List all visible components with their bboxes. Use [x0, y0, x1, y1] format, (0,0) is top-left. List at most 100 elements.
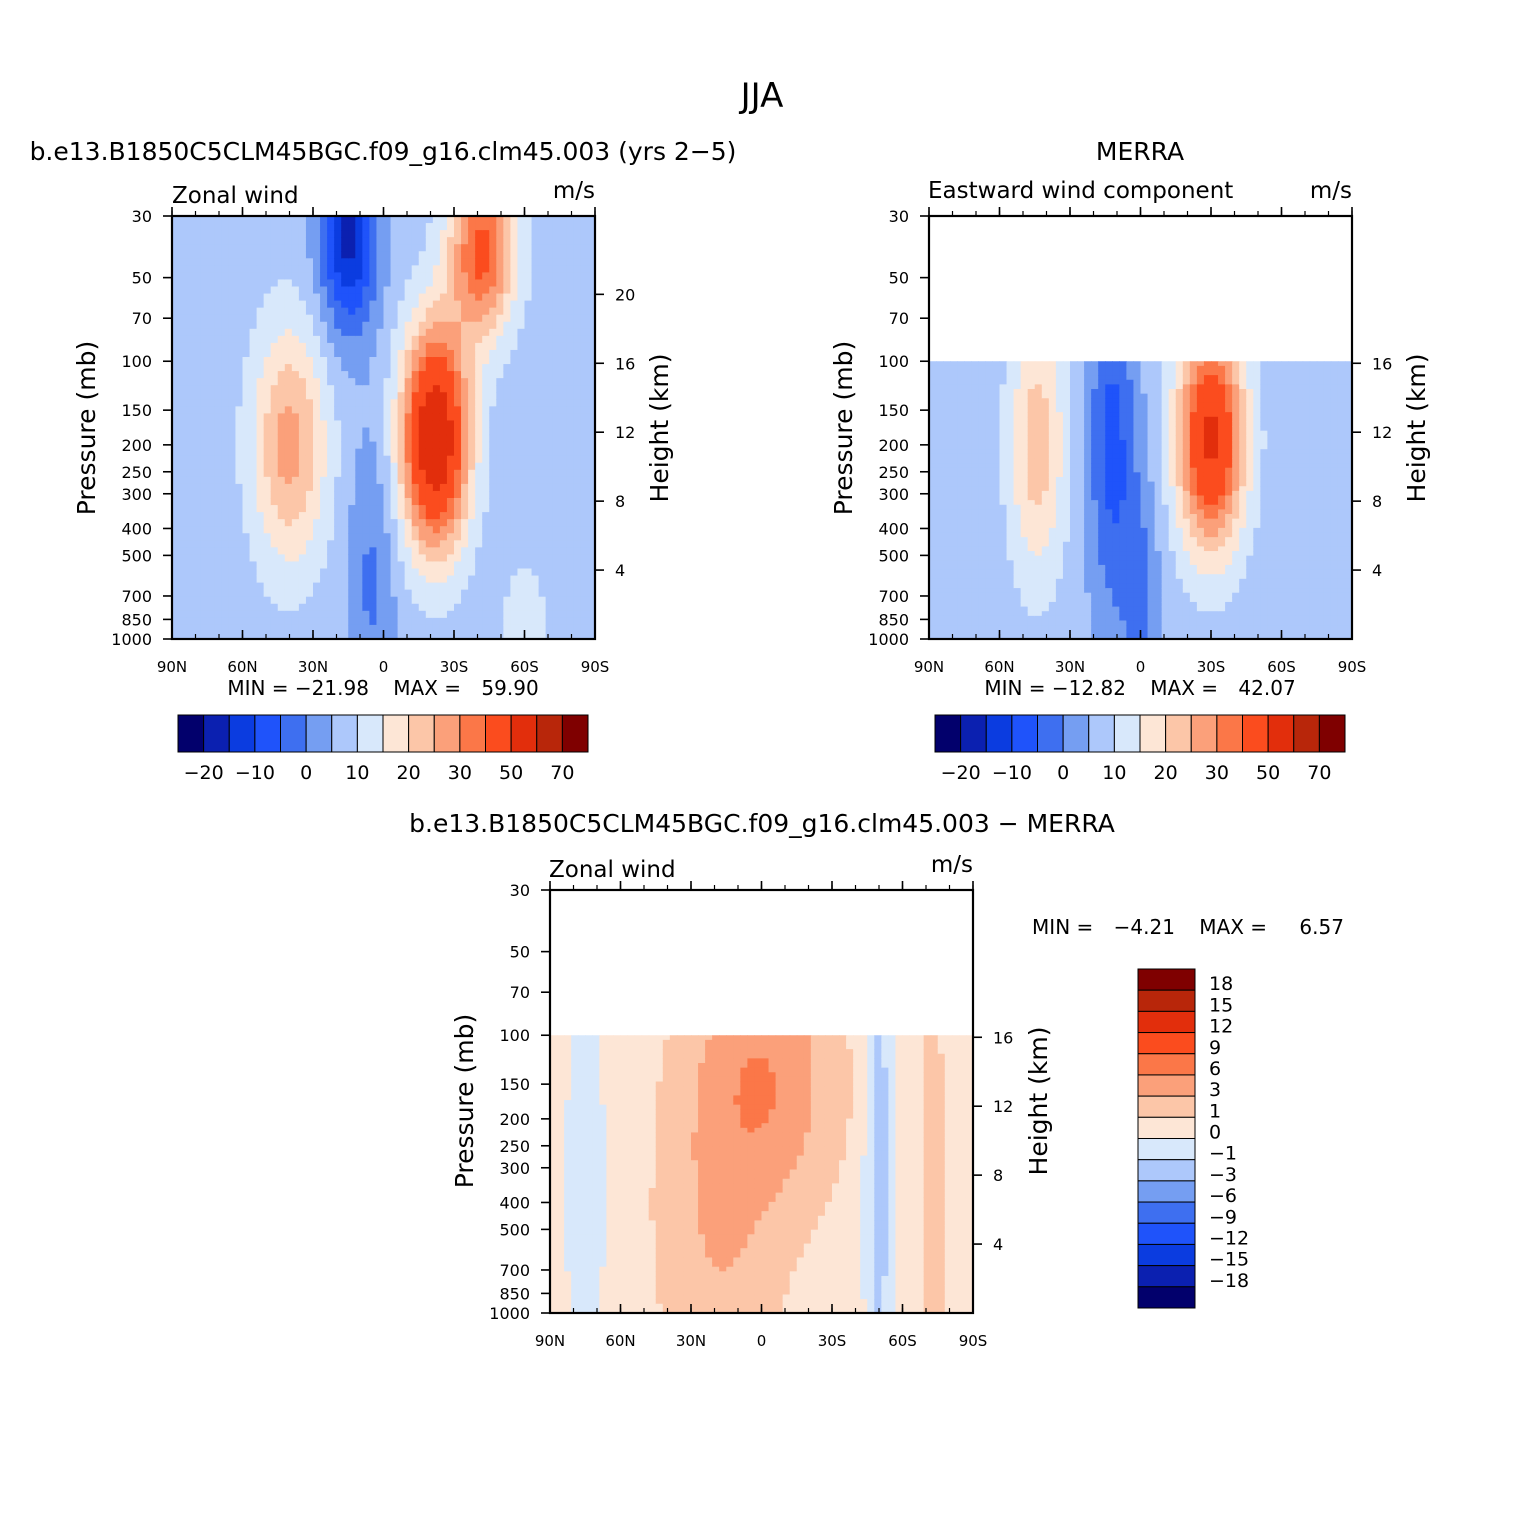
- field-cell: [559, 251, 568, 259]
- field-cell: [376, 540, 385, 548]
- field-cell: [200, 512, 208, 520]
- field-cell: [1034, 389, 1043, 395]
- field-cell: [1034, 620, 1043, 626]
- field-cell: [418, 244, 427, 252]
- field-cell: [531, 342, 540, 351]
- field-cell: [425, 455, 434, 464]
- field-cell: [1048, 490, 1057, 497]
- field-cell: [411, 223, 420, 231]
- field-cell: [404, 610, 413, 619]
- field-cell: [559, 490, 568, 499]
- field-cell: [313, 575, 321, 584]
- field-cell: [242, 307, 251, 316]
- field-cell: [432, 286, 441, 295]
- field-cell: [992, 527, 1001, 534]
- field-cell: [1034, 490, 1043, 497]
- field-cell: [404, 596, 413, 605]
- field-cell: [1048, 509, 1057, 515]
- field-cell: [587, 469, 596, 478]
- field-cell: [510, 216, 519, 224]
- field-cell: [957, 384, 965, 390]
- field-cell: [454, 448, 462, 457]
- field-cell: [411, 519, 420, 527]
- field-cell: [298, 272, 307, 281]
- field-cell: [228, 568, 237, 577]
- field-cell: [228, 582, 237, 591]
- field-cell: [327, 307, 335, 316]
- field-cell: [971, 504, 979, 510]
- field-cell: [1034, 453, 1043, 460]
- field-cell: [929, 426, 937, 432]
- field-cell: [411, 554, 420, 563]
- y2-tick-label: 4: [615, 561, 625, 580]
- field-cell: [468, 237, 476, 245]
- field-cell: [355, 505, 363, 513]
- field-cell: [929, 402, 937, 409]
- field-cell: [404, 392, 413, 400]
- field-cell: [461, 314, 469, 323]
- field-cell: [242, 476, 251, 485]
- field-cell: [1070, 495, 1078, 501]
- field-cell: [291, 230, 300, 238]
- field-cell: [270, 321, 279, 330]
- field-cell: [355, 554, 363, 563]
- field-cell: [1034, 532, 1043, 538]
- field-cell: [587, 378, 596, 386]
- field-cell: [207, 258, 215, 266]
- field-cell: [468, 519, 476, 527]
- field-cell: [580, 498, 589, 506]
- field-cell: [242, 483, 251, 492]
- field-cell: [214, 286, 222, 295]
- field-cell: [355, 314, 363, 323]
- field-cell: [1070, 574, 1078, 580]
- field-cell: [999, 611, 1008, 617]
- field-cell: [313, 371, 321, 379]
- field-cell: [341, 498, 349, 506]
- field-cell: [475, 589, 483, 598]
- field-cell: [369, 505, 378, 513]
- field-cell: [214, 335, 222, 344]
- x-tick-label: 90N: [157, 658, 187, 676]
- field-cell: [1062, 365, 1071, 372]
- field-cell: [950, 407, 958, 413]
- field-cell: [538, 371, 547, 379]
- field-cell: [242, 349, 251, 358]
- field-cell: [538, 561, 547, 570]
- field-cell: [1027, 398, 1036, 404]
- field-cell: [390, 321, 399, 330]
- field-cell: [454, 251, 462, 259]
- field-cell: [929, 389, 937, 395]
- field-cell: [461, 554, 469, 563]
- field-cell: [200, 223, 208, 231]
- field-cell: [256, 413, 265, 422]
- field-cell: [172, 589, 180, 598]
- field-cell: [482, 357, 490, 365]
- field-cell: [999, 555, 1008, 561]
- field-cell: [348, 476, 356, 485]
- field-cell: [207, 568, 215, 577]
- field-cell: [383, 293, 392, 302]
- field-cell: [341, 540, 349, 548]
- variable-label: Zonal wind: [172, 183, 299, 209]
- field-cell: [992, 439, 1001, 446]
- field-cell: [334, 300, 342, 309]
- field-cell: [936, 421, 944, 427]
- field-cell: [327, 427, 335, 436]
- field-cell: [390, 328, 399, 337]
- field-cell: [566, 455, 575, 464]
- field-cell: [355, 512, 363, 520]
- field-cell: [390, 448, 399, 457]
- field-cell: [580, 610, 589, 619]
- field-cell: [950, 379, 958, 385]
- field-cell: [1027, 453, 1036, 460]
- field-cell: [566, 265, 575, 273]
- field-cell: [489, 434, 497, 443]
- field-cell: [475, 237, 483, 245]
- field-cell: [573, 328, 582, 337]
- field-cell: [277, 582, 286, 591]
- field-cell: [587, 279, 596, 288]
- field-cell: [566, 575, 575, 584]
- field-cell: [1055, 435, 1064, 441]
- field-cell: [235, 519, 244, 527]
- field-cell: [214, 364, 222, 372]
